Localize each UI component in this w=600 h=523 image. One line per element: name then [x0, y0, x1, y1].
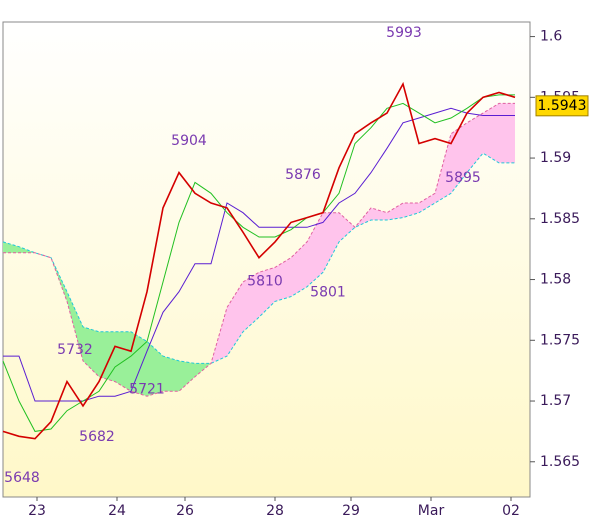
- x-tick-label: Mar: [418, 503, 445, 519]
- kijun-line: [3, 107, 515, 402]
- cloud: [355, 207, 371, 228]
- x-tick-label: 29: [342, 503, 360, 519]
- cloud: [499, 103, 515, 163]
- annotation: 5648: [4, 470, 40, 486]
- annotation: 5682: [79, 429, 115, 445]
- y-tick-label: 1.57: [540, 393, 571, 409]
- span-b-line: [3, 102, 515, 397]
- cloud: [435, 133, 451, 204]
- last-price-tag: [535, 95, 589, 117]
- x-tick-label: 23: [28, 503, 46, 519]
- y-tick-label: 1.585: [540, 211, 580, 227]
- x-tick-label: 24: [108, 503, 126, 519]
- y-tick-label: 1.58: [540, 272, 571, 288]
- annotation: 5904: [171, 133, 207, 149]
- span-a-line: [2, 152, 515, 364]
- cloud: [67, 291, 83, 361]
- cloud: [99, 331, 115, 382]
- x-tick-label: 26: [176, 503, 194, 519]
- cloud: [227, 281, 243, 357]
- cloud: [323, 212, 339, 273]
- annotation: 5801: [310, 284, 346, 300]
- y-tick-label: 1.6: [540, 29, 562, 45]
- plot-area: [2, 21, 531, 498]
- annotation: 5895: [445, 170, 481, 186]
- last-price-label: 1.5943: [538, 98, 587, 114]
- cloud: [179, 360, 195, 392]
- cloud: [307, 212, 323, 287]
- cloud: [451, 122, 467, 194]
- cloud: [371, 207, 387, 221]
- annotation: 5732: [57, 342, 93, 358]
- cloud: [3, 241, 19, 253]
- cloud: [387, 203, 403, 221]
- cloud: [291, 241, 307, 297]
- annotation: 5721: [129, 382, 165, 398]
- annotation: 5876: [285, 167, 321, 183]
- cloud: [419, 193, 435, 213]
- cloud: [403, 203, 419, 218]
- cloud: [243, 272, 259, 332]
- cloud: [339, 212, 355, 242]
- cloud: [147, 341, 163, 397]
- price-line: [2, 81, 516, 440]
- cloud: [275, 257, 291, 302]
- cloud: [483, 103, 499, 163]
- y-tick-label: 1.575: [540, 332, 580, 348]
- annotation: 5993: [386, 25, 422, 41]
- annotation: 5810: [247, 273, 283, 289]
- cloud: [163, 356, 179, 392]
- x-tick-label: 28: [266, 503, 284, 519]
- x-tick-label: 02: [502, 503, 520, 519]
- y-tick-label: 1.565: [540, 454, 580, 470]
- y-tick-label: 1.59: [540, 150, 571, 166]
